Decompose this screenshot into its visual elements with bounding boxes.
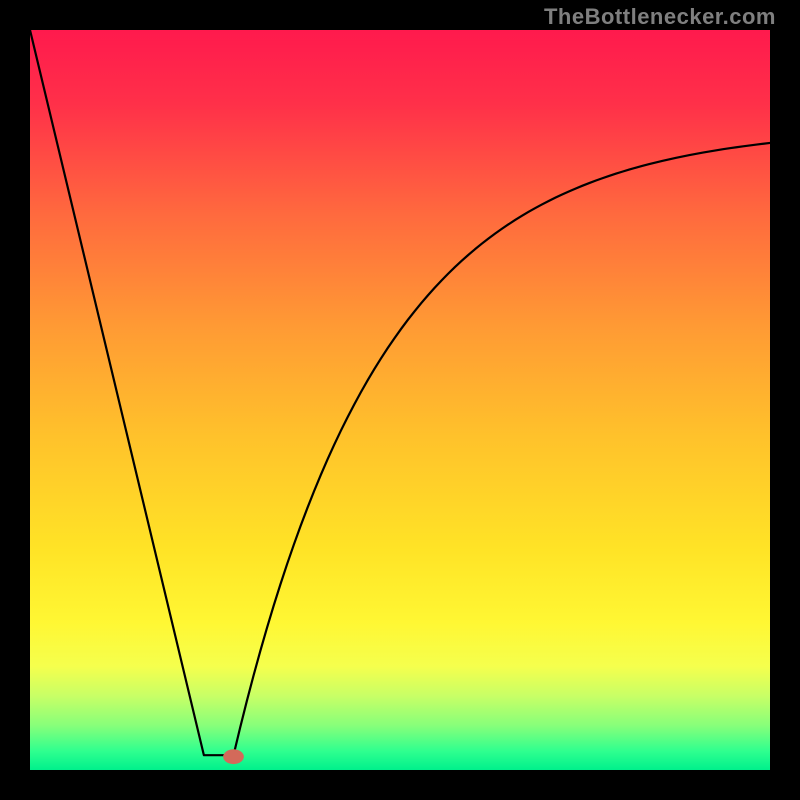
chart-frame: TheBottlenecker.com xyxy=(0,0,800,800)
optimal-point-marker xyxy=(223,749,244,764)
plot-background xyxy=(30,30,770,770)
bottleneck-chart xyxy=(0,0,800,800)
